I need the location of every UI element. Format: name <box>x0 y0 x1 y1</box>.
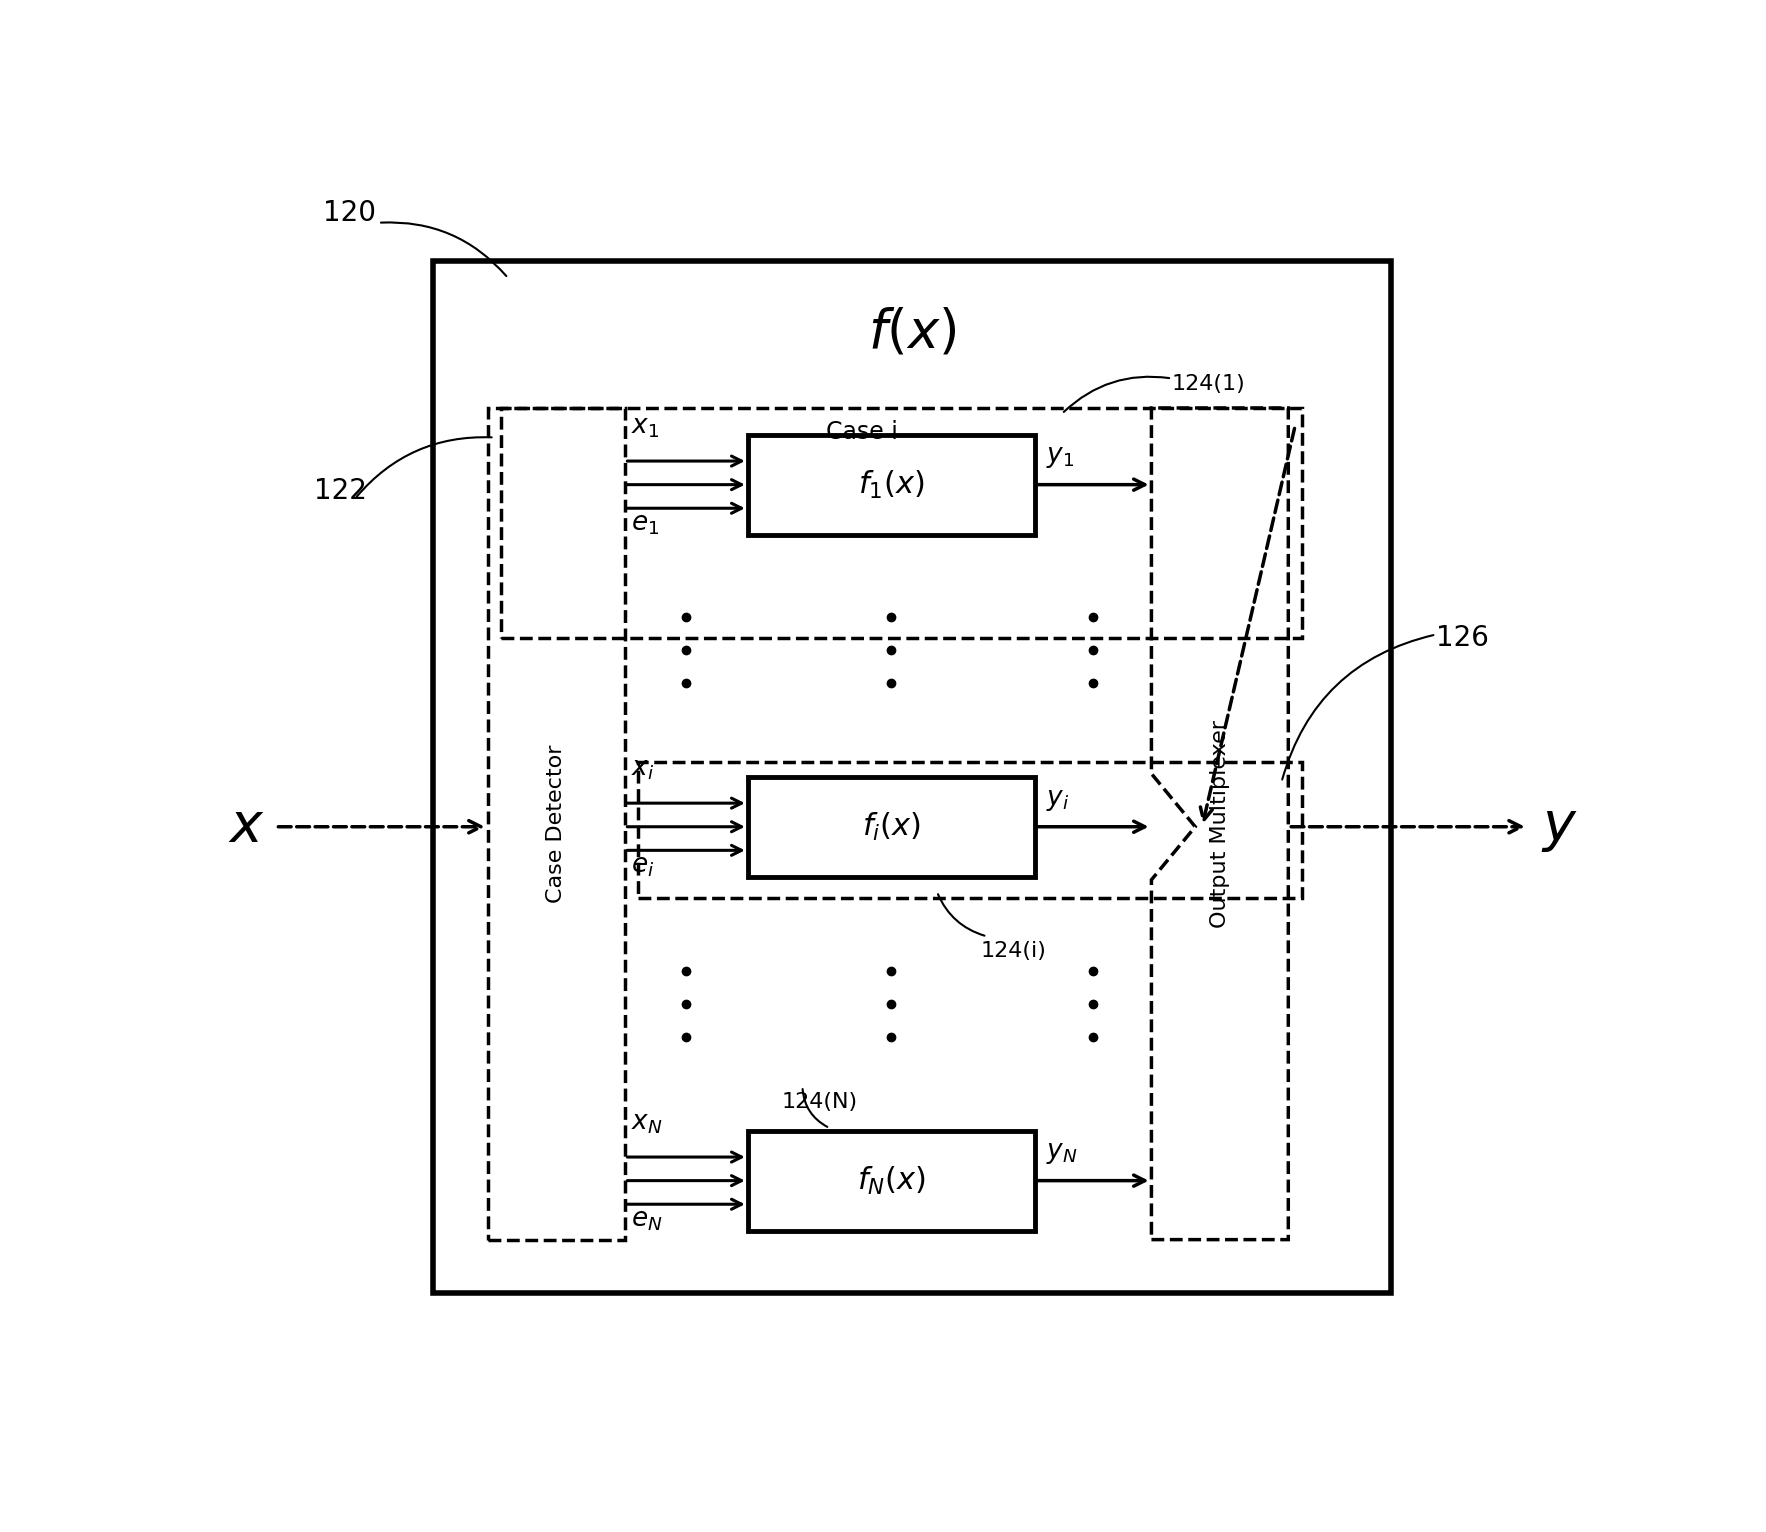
Text: 126: 126 <box>1436 624 1489 653</box>
Text: $f(x)$: $f(x)$ <box>867 308 955 358</box>
Text: 124(i): 124(i) <box>980 941 1045 961</box>
FancyBboxPatch shape <box>747 777 1035 876</box>
Text: $y_N$: $y_N$ <box>1045 1141 1077 1166</box>
Text: $e_i$: $e_i$ <box>632 853 655 879</box>
Text: $f_1(x)$: $f_1(x)$ <box>858 469 925 501</box>
Text: $y_1$: $y_1$ <box>1045 446 1074 470</box>
Text: 122: 122 <box>314 476 367 504</box>
Text: $f_N(x)$: $f_N(x)$ <box>857 1164 925 1196</box>
Text: 124(1): 124(1) <box>1173 374 1245 394</box>
Text: 124(N): 124(N) <box>782 1092 858 1112</box>
Text: $x_1$: $x_1$ <box>632 415 660 440</box>
Text: 120: 120 <box>323 199 376 227</box>
Text: $x$: $x$ <box>228 800 265 855</box>
Text: Case i: Case i <box>826 420 897 444</box>
FancyBboxPatch shape <box>433 260 1392 1293</box>
Text: $y_i$: $y_i$ <box>1045 787 1070 812</box>
Text: $e_N$: $e_N$ <box>632 1207 662 1233</box>
Text: $x_i$: $x_i$ <box>632 757 655 781</box>
Text: Output Multiplexer: Output Multiplexer <box>1210 720 1229 928</box>
Text: $y$: $y$ <box>1542 800 1579 855</box>
Text: $e_1$: $e_1$ <box>632 512 659 536</box>
Text: $x_N$: $x_N$ <box>632 1111 662 1135</box>
Text: Case Detector: Case Detector <box>546 745 567 902</box>
Text: $f_i(x)$: $f_i(x)$ <box>862 810 920 843</box>
FancyBboxPatch shape <box>747 1131 1035 1230</box>
FancyBboxPatch shape <box>747 435 1035 535</box>
